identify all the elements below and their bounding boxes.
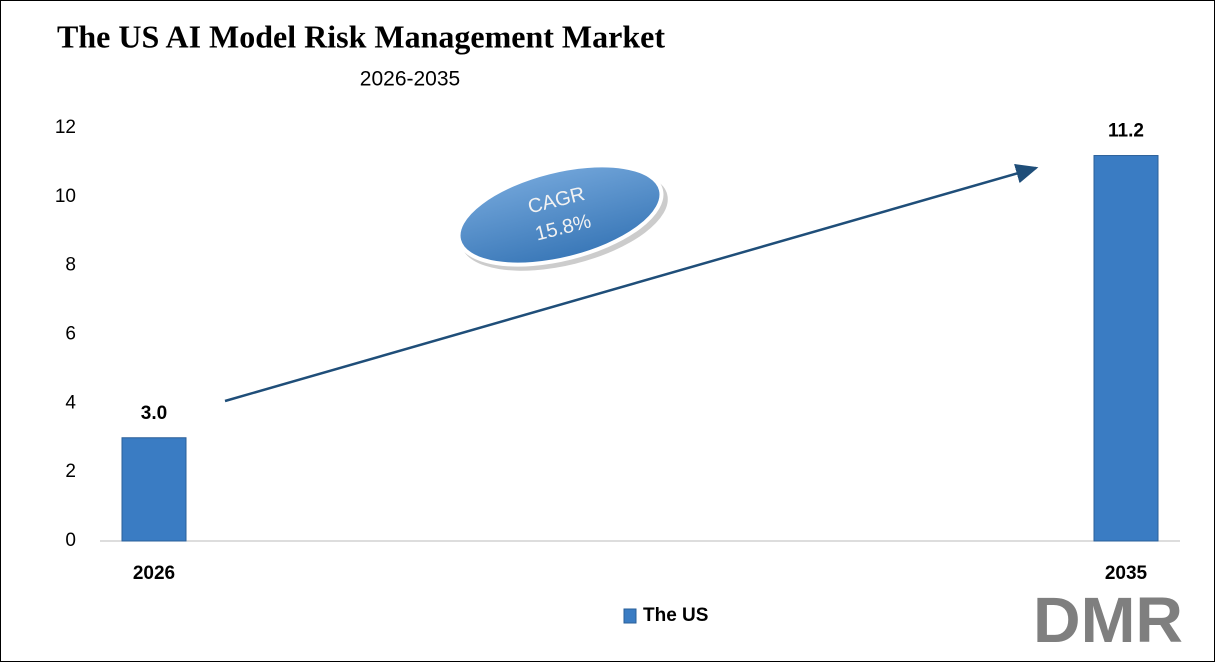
- y-tick-label: 12: [55, 117, 76, 138]
- badge: [456, 163, 664, 267]
- y-tick-label: 2: [65, 461, 76, 482]
- logo-text: DMR: [1033, 584, 1183, 656]
- bar: [1093, 155, 1159, 542]
- cagr-badge: CAGR 15.8%: [456, 163, 668, 271]
- x-tick-label: 2035: [1105, 563, 1148, 584]
- x-tick-label: 2026: [133, 563, 175, 584]
- y-tick-label: 0: [65, 530, 76, 551]
- cagr-arrow: [224, 163, 1039, 403]
- y-tick-label: 4: [65, 392, 76, 413]
- value-label: 3.0: [141, 403, 167, 424]
- y-tick-label: 8: [65, 255, 76, 276]
- chart-title: The US AI Model Risk Management Market: [57, 18, 665, 54]
- y-tick-label: 10: [55, 186, 76, 207]
- y-tick-label: 6: [65, 324, 76, 345]
- bar: [121, 437, 187, 542]
- chart-subtitle: 2026-2035: [360, 68, 460, 91]
- value-label: 11.2: [1108, 121, 1144, 142]
- legend-swatch: [623, 608, 637, 624]
- logo: DMR: [1033, 584, 1183, 656]
- legend-label: The US: [643, 605, 708, 626]
